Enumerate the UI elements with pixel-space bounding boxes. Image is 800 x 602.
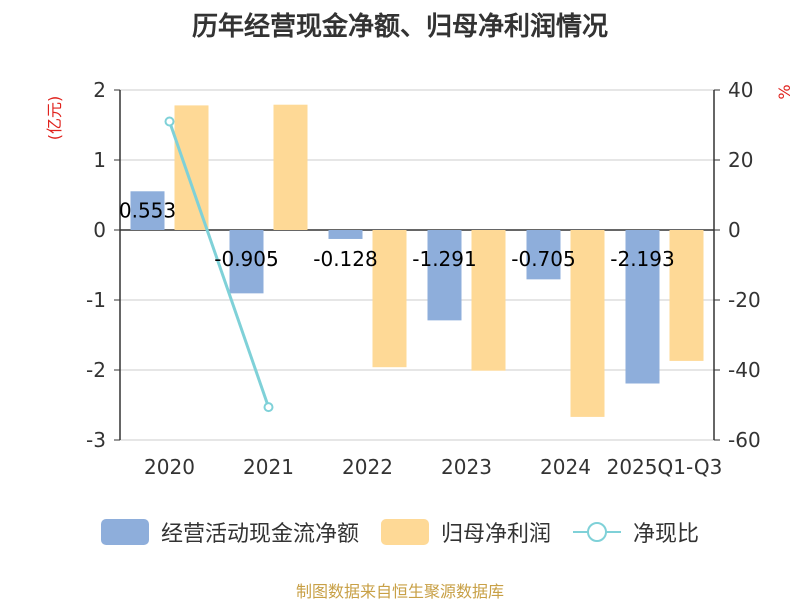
x-tick-label: 2023	[441, 455, 492, 479]
legend-label-cashflow: 经营活动现金流净额	[160, 522, 359, 547]
left-axis-unit: (亿元)	[45, 96, 64, 141]
x-tick-label: 2020	[144, 455, 195, 479]
right-axis-unit: %	[775, 84, 794, 99]
data-label-cashflow: -0.905	[214, 247, 278, 271]
bar-cashflow	[427, 230, 462, 321]
x-tick-label: 2024	[540, 455, 591, 479]
right-tick-label: -20	[728, 288, 761, 312]
left-tick-label: -1	[86, 288, 106, 312]
left-tick-label: 1	[93, 148, 106, 172]
legend-item-net-profit[interactable]: 归母净利润	[380, 516, 551, 548]
data-label-cashflow: -1.291	[412, 247, 476, 271]
bar-net-profit	[570, 230, 605, 417]
line-cash-ratio	[168, 121, 270, 408]
left-tick-label: 2	[93, 78, 106, 102]
bar-cashflow	[625, 230, 660, 384]
x-tick-label: 2025Q1-Q3	[607, 455, 723, 479]
x-tick-label: 2022	[342, 455, 393, 479]
bar-net-profit	[174, 105, 209, 230]
right-tick-label: -40	[728, 358, 761, 382]
point-cash-ratio	[263, 402, 274, 413]
bar-net-profit	[669, 230, 704, 361]
data-label-cashflow: 0.553	[119, 199, 176, 223]
bar-cashflow	[229, 230, 264, 294]
bar-net-profit	[471, 230, 506, 371]
left-tick-label: -3	[86, 428, 106, 452]
point-cash-ratio	[164, 116, 175, 127]
legend-swatch-cashflow	[100, 519, 149, 545]
right-tick-label: 20	[728, 148, 753, 172]
bar-cashflow	[526, 230, 561, 280]
right-tick-label: 0	[728, 218, 741, 242]
data-label-cashflow: -2.193	[610, 247, 674, 271]
legend-item-cashflow[interactable]: 经营活动现金流净额	[100, 516, 359, 548]
right-tick-label: -60	[728, 428, 761, 452]
source-note: 制图数据来自恒生聚源数据库	[295, 582, 504, 601]
legend-item-cash-ratio[interactable]: 净现比	[573, 516, 699, 548]
data-label-cashflow: -0.705	[511, 247, 575, 271]
legend-label-cash-ratio: 净现比	[633, 522, 700, 547]
bar-net-profit	[372, 230, 407, 368]
chart-title: 历年经营现金净额、归母净利润情况	[191, 12, 608, 42]
data-label-cashflow: -0.128	[313, 247, 377, 271]
left-tick-label: 0	[93, 218, 106, 242]
bar-cashflow	[328, 230, 363, 239]
legend-swatch-cash-ratio	[573, 519, 621, 545]
legend-swatch-net-profit	[380, 519, 429, 545]
right-tick-label: 40	[728, 78, 753, 102]
x-tick-label: 2021	[243, 455, 294, 479]
left-tick-label: -2	[86, 358, 106, 382]
bar-cashflow	[130, 191, 165, 230]
legend: 经营活动现金流净额 归母净利润 净现比	[0, 516, 800, 548]
bar-net-profit	[273, 104, 308, 230]
legend-label-net-profit: 归母净利润	[440, 522, 551, 547]
